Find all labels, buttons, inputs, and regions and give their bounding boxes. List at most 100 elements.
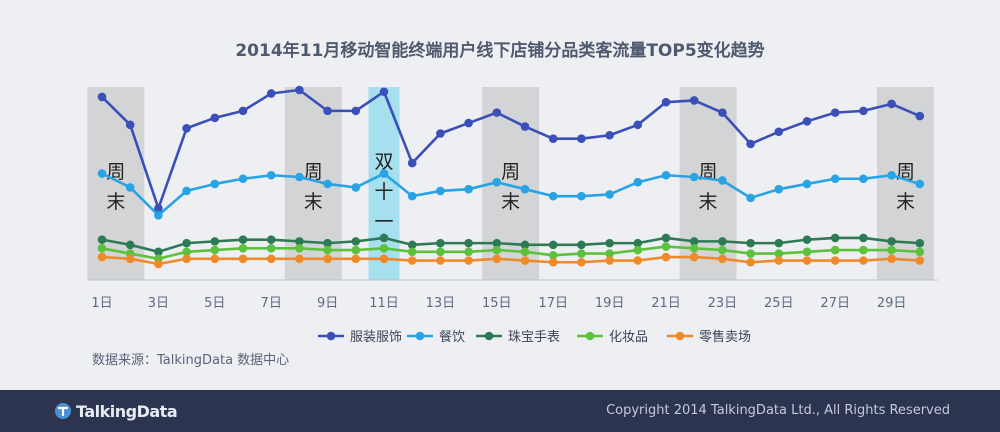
data-point — [492, 177, 502, 187]
data-point — [520, 184, 530, 194]
data-point — [859, 106, 868, 116]
weekend-band — [877, 87, 934, 280]
data-point — [633, 245, 643, 255]
data-point — [492, 254, 502, 264]
data-point — [548, 257, 558, 267]
data-point — [154, 204, 163, 213]
data-point — [238, 244, 248, 253]
data-point — [915, 179, 925, 189]
data-point — [266, 254, 276, 264]
data-point — [605, 249, 614, 258]
data-point — [830, 174, 840, 184]
legend-label: 零售卖场 — [699, 329, 751, 345]
data-point — [407, 191, 417, 201]
data-point — [295, 254, 304, 264]
data-point — [464, 247, 473, 257]
data-point — [689, 252, 699, 262]
data-point — [577, 240, 586, 250]
x-tick-label: 23日 — [708, 296, 738, 311]
data-point — [577, 191, 586, 201]
data-point — [887, 254, 896, 264]
series-line — [101, 88, 921, 210]
x-tick-label: 13日 — [426, 296, 456, 311]
data-point — [661, 233, 671, 243]
data-point — [210, 179, 220, 189]
data-point — [436, 129, 445, 138]
data-point — [548, 240, 558, 250]
legend-item: 零售卖场 — [667, 329, 751, 345]
data-point — [436, 186, 445, 196]
data-point — [266, 244, 276, 253]
data-point — [266, 170, 276, 180]
series-line — [101, 172, 921, 217]
data-point — [492, 238, 502, 248]
data-point — [689, 96, 699, 105]
data-point — [915, 256, 925, 265]
legend-item: 服装服饰 — [318, 330, 402, 345]
data-point — [718, 254, 727, 264]
x-axis: 1日 3日 5日 7日 9日 11日 13日 15日 17日 19日 21日 23日 25日 27日 29日 — [88, 279, 938, 311]
data-point — [605, 130, 614, 140]
data-point — [97, 92, 107, 102]
period-label-char: 末 — [501, 191, 520, 213]
series-line — [101, 245, 920, 261]
data-point — [887, 170, 896, 180]
data-point — [182, 238, 191, 248]
weekend-band — [87, 87, 145, 280]
data-point — [774, 184, 784, 194]
data-point — [633, 177, 643, 187]
data-point — [774, 256, 784, 265]
data-point — [464, 118, 473, 128]
data-point — [718, 237, 727, 246]
legend-swatch-marker — [484, 331, 494, 341]
data-point — [436, 247, 445, 257]
data-point — [577, 249, 586, 258]
data-point — [577, 134, 586, 144]
period-label-char: 末 — [699, 191, 718, 213]
data-point — [746, 139, 755, 149]
data-point — [182, 123, 191, 133]
data-point — [210, 113, 220, 123]
data-point — [464, 184, 473, 194]
data-point — [887, 245, 896, 255]
data-point — [125, 240, 135, 250]
data-point — [802, 235, 812, 244]
data-point — [210, 245, 220, 255]
data-point — [323, 238, 332, 248]
chart-title: 2014年11月移动智能终端用户线下店铺分品类客流量TOP5变化趋势 — [235, 41, 765, 61]
data-point — [633, 256, 643, 265]
data-point — [351, 183, 361, 192]
data-point — [238, 254, 248, 264]
data-point — [774, 127, 784, 137]
data-point — [323, 245, 332, 255]
data-point — [492, 245, 502, 255]
data-point — [689, 237, 699, 246]
data-point — [661, 97, 671, 107]
legend-swatch-marker — [415, 331, 425, 341]
source-note: 数据来源：TalkingData 数据中心 — [92, 353, 290, 368]
data-point — [154, 247, 163, 257]
data-point — [661, 252, 671, 262]
data-point — [379, 233, 389, 243]
data-point — [436, 256, 445, 265]
data-point — [661, 242, 671, 251]
x-tick-label: 7日 — [261, 296, 282, 311]
data-point — [323, 106, 332, 116]
data-point — [351, 237, 361, 246]
period-label-char: 双 — [374, 151, 393, 173]
data-point — [520, 240, 530, 250]
data-point — [407, 256, 417, 265]
series-line — [101, 255, 920, 266]
legend-label: 珠宝手表 — [508, 330, 560, 345]
data-point — [154, 210, 163, 220]
period-label-char: 末 — [304, 191, 323, 213]
data-point — [351, 106, 361, 116]
data-point — [295, 244, 304, 253]
data-point — [323, 179, 332, 189]
data-point — [633, 238, 643, 248]
x-tick-label: 21日 — [651, 296, 681, 311]
x-tick-label: 25日 — [764, 296, 794, 311]
data-point — [492, 108, 502, 117]
data-point — [407, 247, 417, 257]
x-tick-label: 15日 — [482, 296, 512, 311]
